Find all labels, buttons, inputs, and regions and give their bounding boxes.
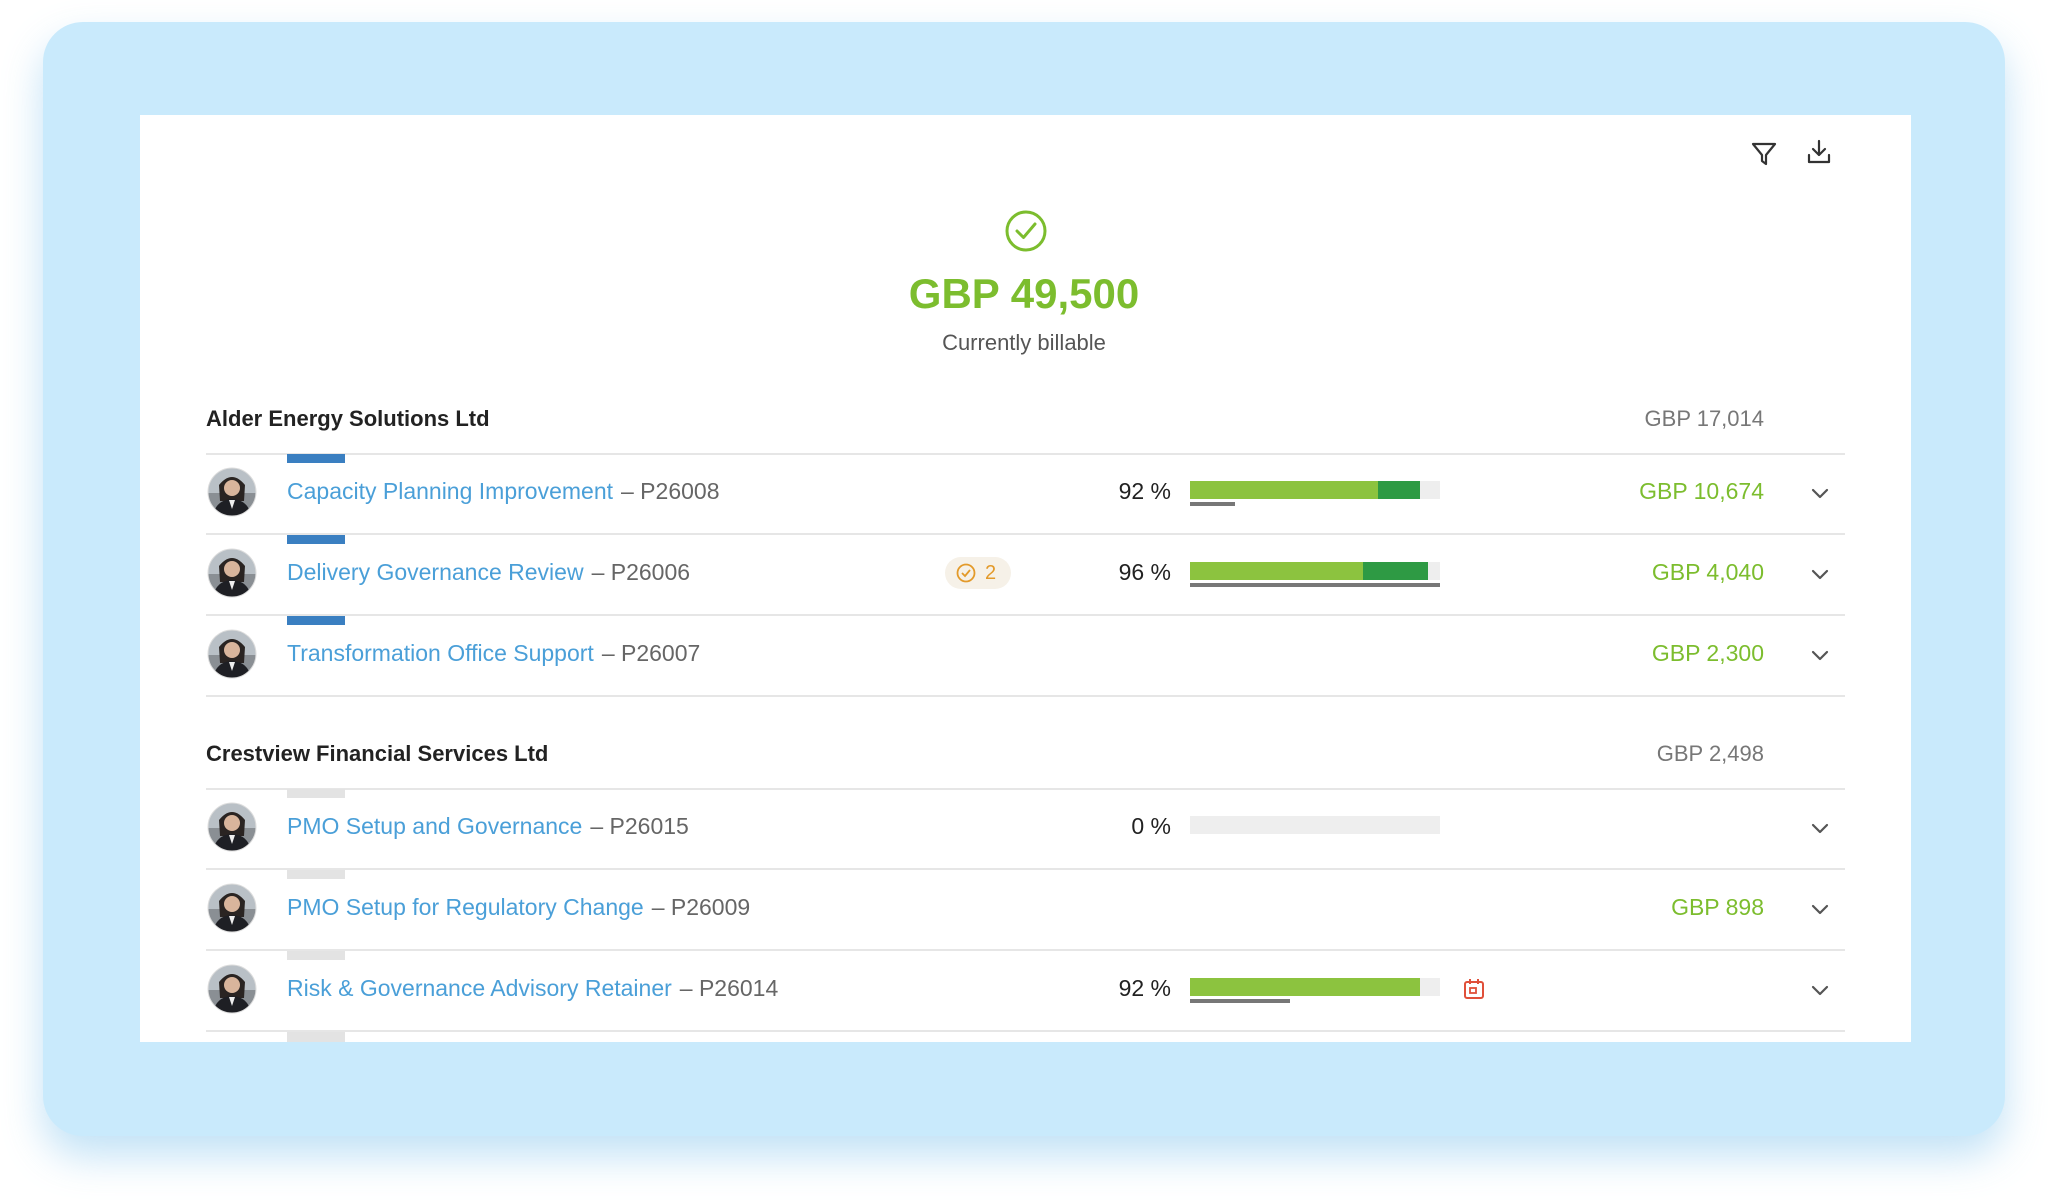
- project-amount: GBP 4,040: [1651, 559, 1764, 585]
- avatar: [207, 548, 257, 598]
- divider: [206, 788, 1845, 790]
- download-icon[interactable]: [1805, 138, 1833, 166]
- project-link[interactable]: Transformation Office Support: [287, 640, 594, 666]
- group-amount: GBP 17,014: [1644, 406, 1764, 431]
- avatar: [207, 629, 257, 679]
- progress-baseline: [1190, 999, 1290, 1003]
- panel: [140, 115, 1911, 1042]
- group-amount: GBP 2,498: [1656, 741, 1764, 766]
- percent-label: 92 %: [1118, 478, 1171, 504]
- row-tab: [287, 789, 345, 798]
- progress-segment: [1362, 562, 1428, 580]
- progress-baseline: [1190, 583, 1440, 587]
- project-link[interactable]: Capacity Planning Improvement: [287, 478, 613, 504]
- badge-count: 2: [985, 562, 997, 584]
- percent-label: 92 %: [1118, 975, 1171, 1001]
- project-link[interactable]: Delivery Governance Review: [287, 559, 584, 585]
- project-link[interactable]: PMO Setup for Regulatory Change: [287, 894, 644, 920]
- divider: [206, 868, 1845, 870]
- project-code: – P26009: [651, 894, 751, 920]
- divider: [206, 695, 1845, 697]
- expand-chevron[interactable]: [1808, 562, 1832, 586]
- project-amount: GBP 898: [1671, 894, 1764, 920]
- total-caption: Currently billable: [942, 330, 1106, 355]
- avatar: [207, 467, 257, 517]
- project-link[interactable]: PMO Setup and Governance: [287, 813, 583, 839]
- progress-segment: [1190, 562, 1363, 580]
- progress-segment: [1190, 978, 1420, 996]
- badge-bg: [945, 557, 1011, 589]
- check-icon: [1005, 210, 1047, 252]
- progress-baseline: [1190, 502, 1235, 506]
- project-code: – P26015: [590, 813, 689, 839]
- progress-segment: [1377, 481, 1420, 499]
- group-name: Crestview Financial Services Ltd: [206, 741, 549, 766]
- expand-chevron[interactable]: [1808, 481, 1832, 505]
- project-amount: GBP 2,300: [1651, 640, 1764, 666]
- expand-chevron[interactable]: [1808, 897, 1832, 921]
- row-tab: [287, 870, 345, 879]
- row-tab: [287, 1031, 345, 1042]
- avatar: [207, 802, 257, 852]
- calendar-icon: [1464, 979, 1484, 999]
- percent-label: 0 %: [1131, 813, 1171, 839]
- percent-label: 96 %: [1118, 559, 1171, 585]
- project-code: – P26014: [679, 975, 779, 1001]
- badge-icon: [956, 563, 976, 583]
- progress-track: [1190, 816, 1440, 834]
- divider: [206, 614, 1845, 616]
- filter-icon[interactable]: [1750, 140, 1778, 168]
- expand-chevron[interactable]: [1808, 978, 1832, 1002]
- expand-chevron[interactable]: [1808, 816, 1832, 840]
- project-code: – P26007: [601, 640, 701, 666]
- avatar: [207, 964, 257, 1014]
- row-tab: [287, 616, 345, 625]
- total-amount: GBP 49,500: [908, 270, 1140, 317]
- progress-segment: [1190, 481, 1378, 499]
- expand-chevron[interactable]: [1808, 643, 1832, 667]
- row-tab: [287, 454, 345, 463]
- row-tab: [287, 951, 345, 960]
- divider: [206, 1030, 1845, 1032]
- divider: [206, 949, 1845, 951]
- avatar: [207, 883, 257, 933]
- group-name: Alder Energy Solutions Ltd: [206, 406, 490, 431]
- project-code: – P26006: [591, 559, 691, 585]
- divider: [206, 533, 1845, 535]
- project-link[interactable]: Risk & Governance Advisory Retainer: [287, 975, 672, 1001]
- divider: [206, 453, 1845, 455]
- project-amount: GBP 10,674: [1639, 478, 1764, 504]
- project-code: – P26008: [621, 478, 720, 504]
- row-tab: [287, 535, 345, 544]
